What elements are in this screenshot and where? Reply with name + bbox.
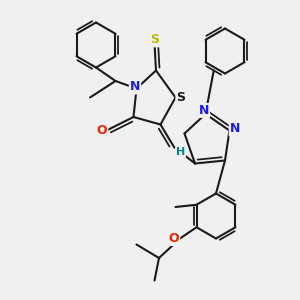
Text: H: H bbox=[176, 146, 185, 157]
Text: O: O bbox=[169, 232, 179, 245]
Text: N: N bbox=[199, 104, 209, 117]
Text: N: N bbox=[230, 122, 240, 136]
Text: N: N bbox=[130, 80, 140, 94]
Text: S: S bbox=[176, 91, 185, 104]
Text: S: S bbox=[150, 33, 159, 46]
Text: O: O bbox=[97, 124, 107, 137]
